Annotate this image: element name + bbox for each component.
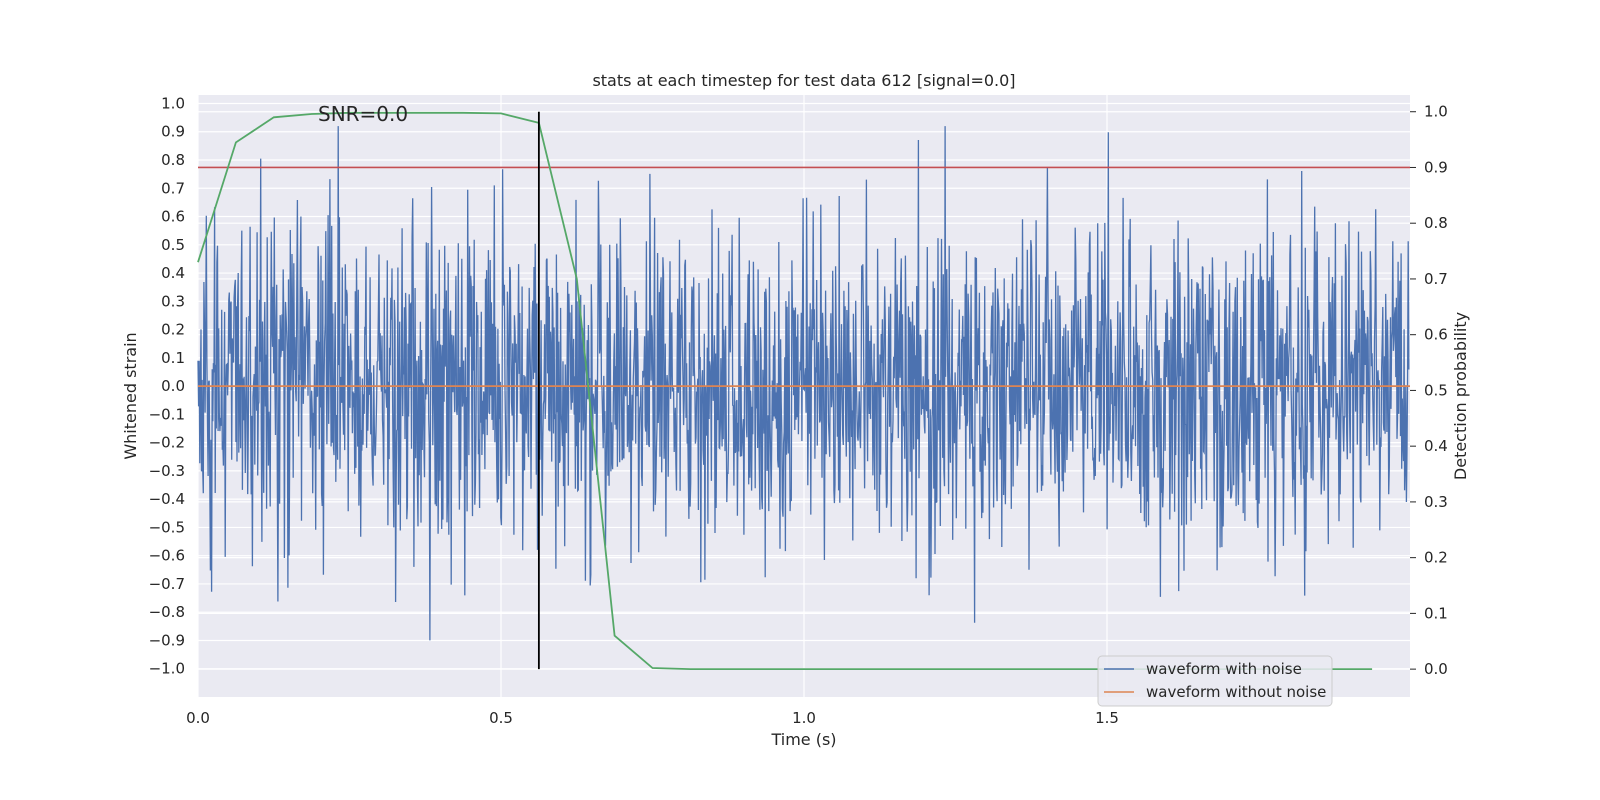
x-tick-label: 1.0 [792, 709, 816, 727]
y-right-tick-label: 0.6 [1424, 326, 1448, 344]
y-right-tick-label: 1.0 [1424, 103, 1448, 121]
y-right-tick-label: 0.9 [1424, 158, 1448, 176]
series-line-waveform-with-noise [197, 126, 1410, 641]
y-left-tick-label: 0.7 [161, 179, 185, 197]
y-left-tick-label: 1.0 [161, 94, 185, 112]
chart-title: stats at each timestep for test data 612… [592, 71, 1015, 90]
y-left-tick-label: −0.4 [149, 490, 185, 508]
x-tick-label: 0.5 [489, 709, 513, 727]
y-left-tick-label: 0.0 [161, 377, 185, 395]
y-left-tick-label: 0.3 [161, 292, 185, 310]
x-axis-label: Time (s) [770, 730, 836, 749]
legend-box [1097, 655, 1333, 707]
y-right-tick-label: 0.5 [1424, 381, 1448, 399]
y-left-tick-label: −0.5 [149, 518, 185, 536]
y-axis-label-right: Detection probability [1451, 312, 1470, 480]
y-right-tick-label: 0.7 [1424, 270, 1448, 288]
x-tick-label: 0.0 [186, 709, 210, 727]
legend: waveform with noise waveform without noi… [1097, 655, 1333, 707]
y-right-tick-label: 0.3 [1424, 493, 1448, 511]
y-left-tick-label: −0.2 [149, 434, 185, 452]
legend-label-noisy: waveform with noise [1146, 660, 1302, 678]
y-left-tick-label: −0.9 [149, 631, 185, 649]
series-line-detection-probability [197, 111, 1373, 670]
y-left-tick-label: −0.7 [149, 575, 185, 593]
y-right-tick-label: 0.4 [1424, 437, 1448, 455]
y-left-tick-label: 0.2 [161, 321, 185, 339]
y-right-tick-label: 0.1 [1424, 604, 1448, 622]
y-left-tick-label: −0.6 [149, 547, 185, 565]
y-left-tick-label: 0.9 [161, 123, 185, 141]
legend-label-clean: waveform without noise [1146, 683, 1326, 701]
y-axis-label-left: Whitened strain [121, 332, 140, 459]
series-layer [197, 111, 1410, 670]
y-left-tick-label: −0.8 [149, 603, 185, 621]
y-left-tick-label: 0.1 [161, 349, 185, 367]
y-left-tick-label: 0.6 [161, 208, 185, 226]
y-left-tick-label: −0.1 [149, 405, 185, 423]
y-left-tick-label: 0.8 [161, 151, 185, 169]
ticks-layer: 0.0 0.5 1.0 1.5 1.0 0.9 0.8 0.7 0.6 0.5 0.4 0.3 0.2 0… [149, 94, 1448, 727]
y-right-tick-label: 0.8 [1424, 214, 1448, 232]
y-left-tick-label: 0.5 [161, 236, 185, 254]
y-left-tick-label: −0.3 [149, 462, 185, 480]
snr-annotation: SNR=0.0 [318, 102, 408, 126]
y-right-tick-label: 0.0 [1424, 660, 1448, 678]
y-left-tick-label: −1.0 [149, 660, 185, 678]
y-right-tick-label: 0.2 [1424, 549, 1448, 567]
x-tick-label: 1.5 [1095, 709, 1119, 727]
y-left-tick-label: 0.4 [161, 264, 185, 282]
